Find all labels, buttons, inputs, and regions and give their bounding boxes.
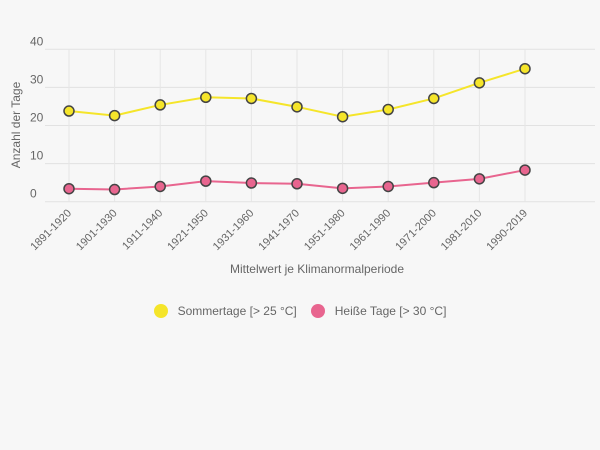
x-tick-label: 1901-1930 [74, 207, 120, 253]
data-point [473, 173, 486, 185]
line-chart: 0 10 20 30 40 1891-1920 1901-1930 1911-1940 1921… [9, 34, 595, 276]
y-tick-label: 40 [30, 34, 44, 48]
data-point [473, 77, 486, 89]
legend-item-heisse-tage[interactable]: Heiße Tage [> 30 °C] [310, 304, 447, 318]
data-point [519, 62, 531, 75]
y-tick-label: 20 [30, 111, 44, 125]
x-tick-label: 1891-1920 [28, 207, 74, 253]
data-point [154, 99, 166, 111]
x-tick-label: 1931-1960 [211, 207, 257, 253]
data-point [63, 105, 75, 117]
legend-marker-icon [310, 304, 325, 318]
y-tick-label: 10 [30, 149, 44, 163]
x-tick-label: 1981-2010 [439, 207, 485, 253]
x-tick-label: 1941-1970 [256, 207, 302, 253]
y-axis-title: Anzahl der Tage [9, 81, 23, 168]
legend-label: Sommertage [> 25 °C] [177, 304, 297, 318]
data-point [200, 91, 212, 104]
x-tick-label: 1961-1990 [348, 207, 394, 253]
legend: Sommertage [> 25 °C] Heiße Tage [> 30 °C… [0, 304, 600, 318]
legend-item-sommertage[interactable]: Sommertage [> 25 °C] [153, 304, 297, 318]
data-point [245, 92, 258, 105]
x-tick-label: 1911-1940 [120, 207, 165, 252]
data-point [382, 180, 394, 193]
data-point [108, 109, 121, 122]
data-point [63, 182, 75, 195]
data-point [245, 177, 258, 189]
data-point [291, 178, 303, 190]
data-point [200, 175, 212, 187]
legend-label: Heiße Tage [> 30 °C] [334, 304, 447, 318]
x-tick-label: 1971-2000 [393, 207, 439, 253]
x-tick-label: 1951-1980 [302, 207, 348, 253]
data-point [336, 182, 349, 195]
x-axis-title: Mittelwert je Klimanormalperiode [230, 262, 404, 276]
data-point [108, 183, 121, 196]
data-point [336, 110, 349, 123]
x-tick-label: 1921-1950 [165, 207, 211, 253]
y-tick-label: 30 [30, 72, 44, 86]
legend-marker-icon [153, 304, 168, 318]
data-point [291, 101, 303, 113]
data-point [382, 103, 394, 116]
data-point [154, 180, 166, 193]
x-tick-label: 1990-2019 [484, 207, 530, 253]
data-point [428, 92, 440, 105]
data-point [519, 164, 531, 176]
data-point [428, 176, 440, 189]
y-tick-label: 0 [30, 187, 37, 201]
